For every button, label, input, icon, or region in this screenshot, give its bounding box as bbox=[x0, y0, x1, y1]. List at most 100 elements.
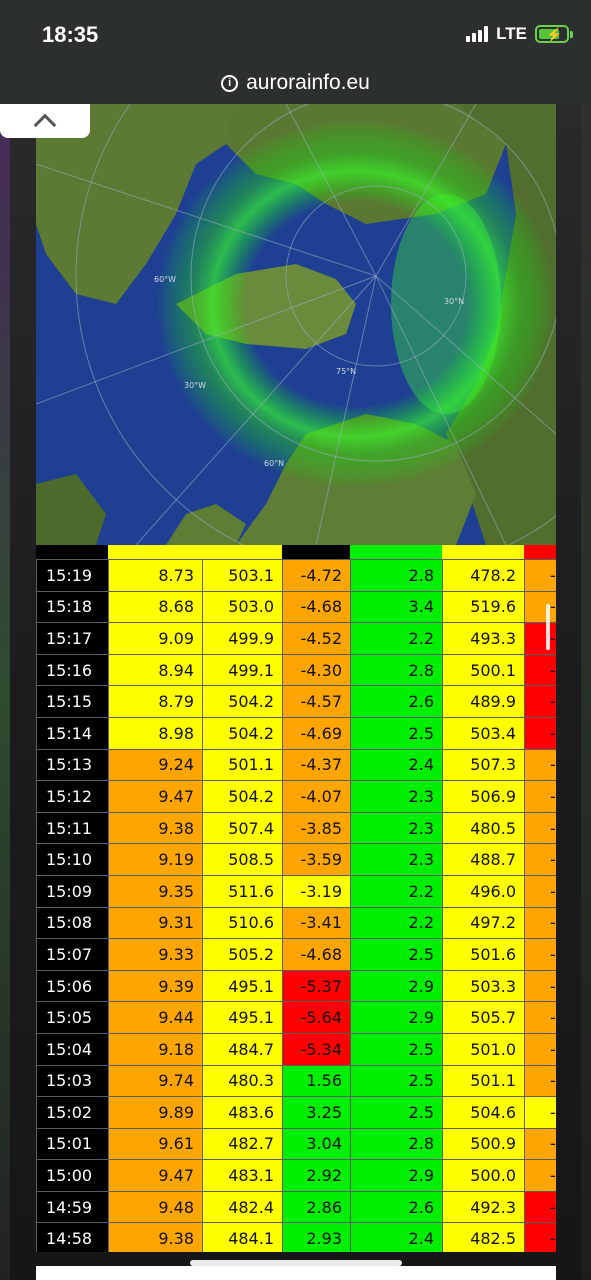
data-cell: 483.6 bbox=[202, 1096, 283, 1129]
url-bar[interactable]: i aurorainfo.eu bbox=[0, 62, 591, 104]
data-cell: 503.0 bbox=[202, 590, 283, 624]
data-cell: 9.19 bbox=[108, 843, 203, 876]
network-type: LTE bbox=[496, 24, 527, 43]
data-cell: 2.8 bbox=[350, 1127, 443, 1161]
data-cell: 504.2 bbox=[202, 685, 283, 718]
scrollbar-thumb[interactable] bbox=[546, 604, 550, 650]
data-cell: 9.48 bbox=[108, 1190, 203, 1224]
data-cell: 2.2 bbox=[350, 874, 443, 908]
data-cell: 501.1 bbox=[202, 748, 283, 782]
data-cell: -4.69 bbox=[282, 716, 351, 750]
map-label-30n: 30°N bbox=[444, 297, 464, 306]
data-cell: 484.1 bbox=[202, 1222, 283, 1252]
time-cell: 15:12 bbox=[36, 780, 109, 813]
data-cell: 503.1 bbox=[202, 559, 283, 592]
data-cell: 9.38 bbox=[108, 811, 203, 845]
data-cell: 8.73 bbox=[108, 559, 203, 592]
data-cell: 500.9 bbox=[442, 1127, 525, 1161]
data-cell: -4.68 bbox=[282, 590, 351, 624]
solar-wind-table[interactable]: 15:198.73503.1-4.722.8478.2-415:188.6850… bbox=[36, 559, 556, 1252]
data-cell: 503.3 bbox=[442, 969, 525, 1003]
data-cell: -4 bbox=[524, 780, 556, 813]
data-cell: -4.68 bbox=[282, 938, 351, 971]
data-cell: -3.59 bbox=[282, 843, 351, 876]
status-time: 18:35 bbox=[42, 22, 99, 47]
data-cell: 2.2 bbox=[350, 906, 443, 940]
data-cell: 2.6 bbox=[350, 1190, 443, 1224]
data-cell: 2.3 bbox=[350, 811, 443, 845]
data-cell: 497.2 bbox=[442, 906, 525, 940]
data-cell: -3 bbox=[524, 906, 556, 940]
data-cell: -4 bbox=[524, 1159, 556, 1192]
data-cell: 503.4 bbox=[442, 716, 525, 750]
time-cell: 15:10 bbox=[36, 843, 109, 876]
data-cell: -5.37 bbox=[282, 969, 351, 1003]
time-cell: 15:02 bbox=[36, 1096, 109, 1129]
data-cell: 499.9 bbox=[202, 622, 283, 655]
data-cell: 505.2 bbox=[202, 938, 283, 971]
aurora-hotspot bbox=[391, 194, 501, 414]
data-cell: 8.94 bbox=[108, 653, 203, 687]
data-cell: 9.89 bbox=[108, 1096, 203, 1129]
info-icon[interactable]: i bbox=[221, 74, 239, 92]
time-cell: 15:03 bbox=[36, 1064, 109, 1098]
data-cell: 9.61 bbox=[108, 1127, 203, 1161]
home-indicator[interactable] bbox=[190, 1260, 402, 1266]
data-cell: 2.8 bbox=[350, 653, 443, 687]
data-cell: 496.0 bbox=[442, 874, 525, 908]
data-cell: -4 bbox=[524, 590, 556, 624]
data-cell: 483.1 bbox=[202, 1159, 283, 1192]
data-cell: 480.5 bbox=[442, 811, 525, 845]
data-cell: 488.7 bbox=[442, 843, 525, 876]
time-cell: 15:11 bbox=[36, 811, 109, 845]
data-cell: 2.93 bbox=[282, 1222, 351, 1252]
chevron-up-icon bbox=[33, 113, 57, 137]
data-cell: -4 bbox=[524, 969, 556, 1003]
data-cell: 501.6 bbox=[442, 938, 525, 971]
data-cell: 493.3 bbox=[442, 622, 525, 655]
data-cell: -4.72 bbox=[282, 559, 351, 592]
data-cell: 2.6 bbox=[350, 685, 443, 718]
collapse-button[interactable] bbox=[0, 104, 90, 138]
signal-bars-icon bbox=[466, 26, 489, 42]
time-cell: 15:04 bbox=[36, 1032, 109, 1066]
data-cell: 2.4 bbox=[350, 748, 443, 782]
data-cell: 505.7 bbox=[442, 1001, 525, 1034]
time-cell: 15:14 bbox=[36, 716, 109, 750]
data-cell: 2.5 bbox=[350, 1096, 443, 1129]
map-label-30w: 30°W bbox=[184, 381, 206, 390]
data-cell: 499.1 bbox=[202, 653, 283, 687]
time-cell: 15:08 bbox=[36, 906, 109, 940]
data-cell: -4 bbox=[524, 843, 556, 876]
time-cell: 15:06 bbox=[36, 969, 109, 1003]
data-cell: 504.6 bbox=[442, 1096, 525, 1129]
data-cell: 2.2 bbox=[350, 622, 443, 655]
data-cell: 2.8 bbox=[350, 559, 443, 592]
aurora-map-graphic: 60°W 30°W 75°N 60°N 30°N bbox=[36, 104, 556, 545]
map-grid bbox=[36, 104, 556, 545]
data-cell: 8.68 bbox=[108, 590, 203, 624]
time-cell: 15:01 bbox=[36, 1127, 109, 1161]
data-cell: -4 bbox=[524, 559, 556, 592]
data-cell: 495.1 bbox=[202, 1001, 283, 1034]
status-indicators: LTE ⚡ bbox=[466, 24, 573, 44]
data-cell: 511.6 bbox=[202, 874, 283, 908]
data-cell: 9.39 bbox=[108, 969, 203, 1003]
map-labels: 60°W 30°W 75°N 60°N 30°N bbox=[154, 275, 464, 468]
data-cell: -5 bbox=[524, 716, 556, 750]
time-cell: 15:15 bbox=[36, 685, 109, 718]
url-text[interactable]: aurorainfo.eu bbox=[246, 71, 370, 94]
status-bar: 18:35 LTE ⚡ bbox=[0, 0, 591, 62]
data-cell: 9.33 bbox=[108, 938, 203, 971]
data-cell: -4.52 bbox=[282, 622, 351, 655]
map-label-60n: 60°N bbox=[264, 459, 284, 468]
data-cell: 501.1 bbox=[442, 1064, 525, 1098]
